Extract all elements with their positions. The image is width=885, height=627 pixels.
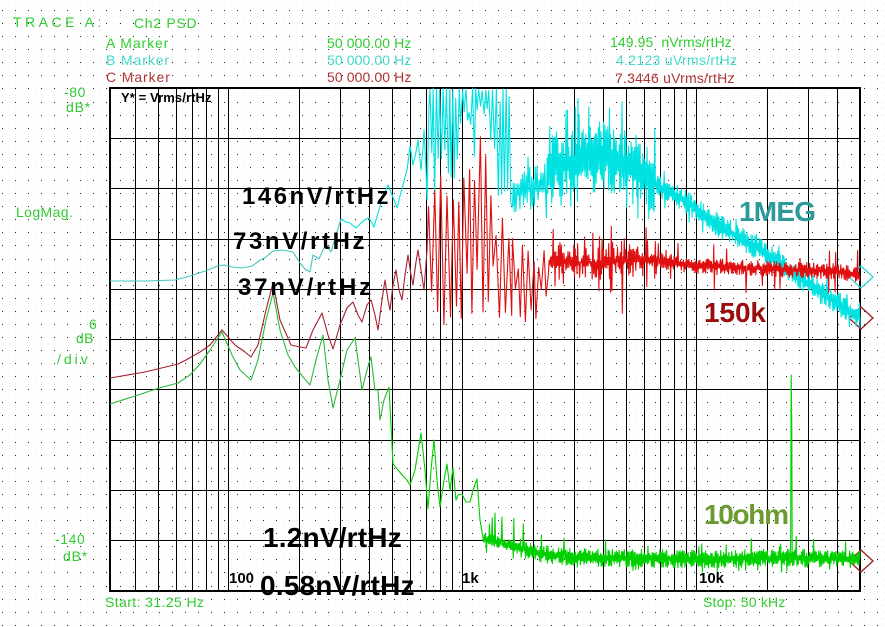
svg-text:10ohm: 10ohm xyxy=(704,499,789,530)
svg-text:1MEG: 1MEG xyxy=(739,196,816,227)
svg-text:150k: 150k xyxy=(704,297,766,328)
